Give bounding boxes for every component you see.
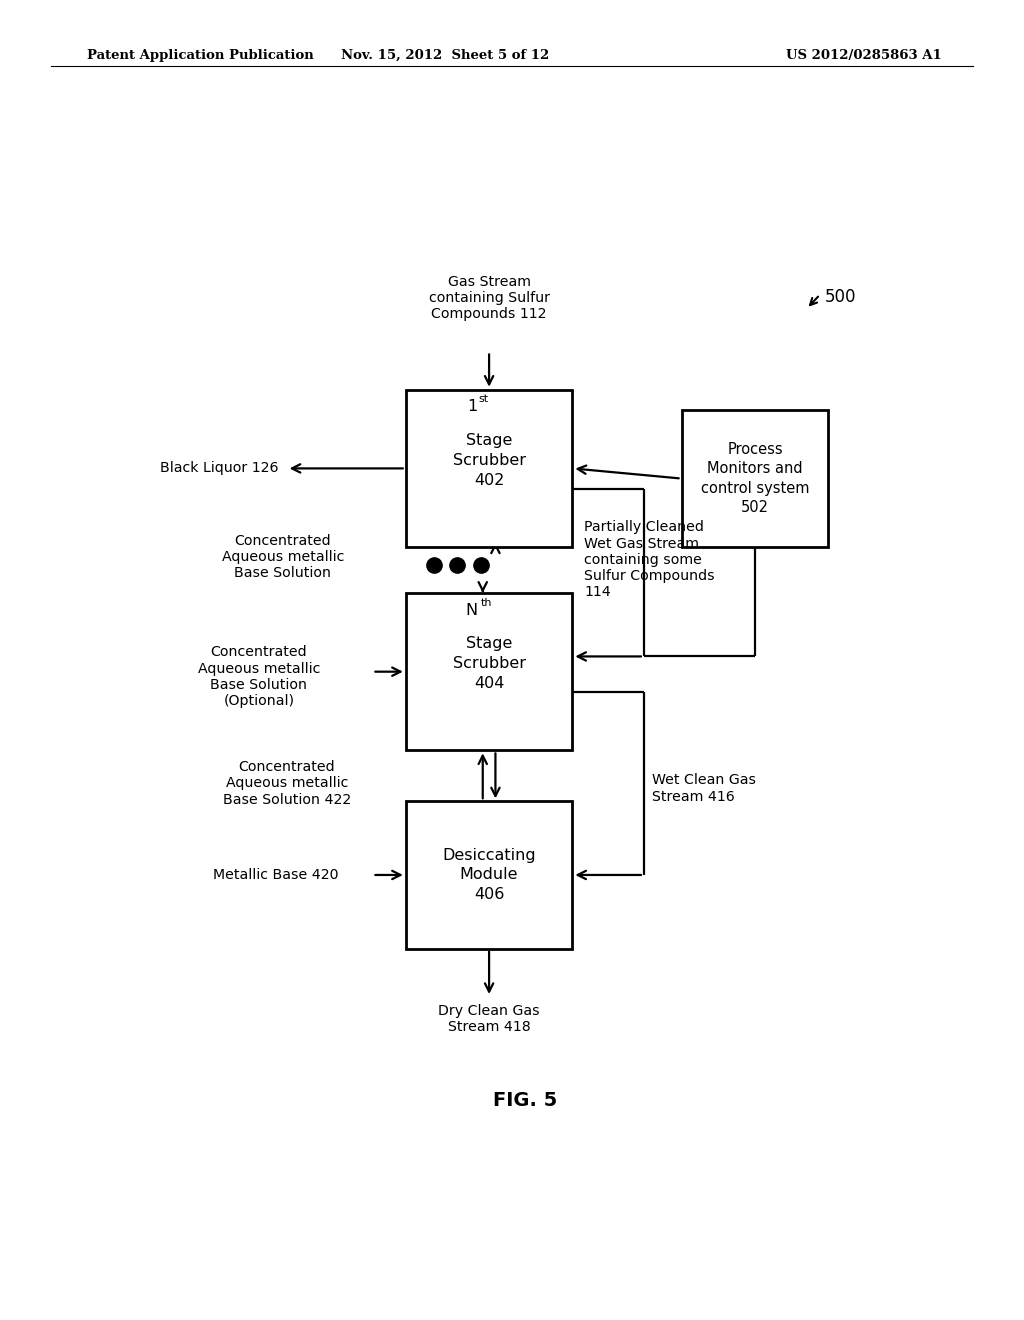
Text: Process
Monitors and
control system
502: Process Monitors and control system 502 — [700, 442, 809, 515]
Text: 1: 1 — [467, 400, 477, 414]
Text: N: N — [465, 603, 477, 618]
Bar — [406, 801, 572, 949]
Text: Stage
Scrubber
402: Stage Scrubber 402 — [453, 433, 525, 487]
Text: Wet Clean Gas
Stream 416: Wet Clean Gas Stream 416 — [652, 774, 756, 804]
Text: 500: 500 — [824, 289, 856, 306]
Text: FIG. 5: FIG. 5 — [493, 1092, 557, 1110]
Text: th: th — [481, 598, 493, 607]
Text: Stage
Scrubber
404: Stage Scrubber 404 — [453, 636, 525, 690]
Text: Nov. 15, 2012  Sheet 5 of 12: Nov. 15, 2012 Sheet 5 of 12 — [341, 49, 550, 62]
Text: Dry Clean Gas
Stream 418: Dry Clean Gas Stream 418 — [438, 1005, 540, 1035]
Text: Concentrated
Aqueous metallic
Base Solution: Concentrated Aqueous metallic Base Solut… — [221, 533, 344, 579]
Bar — [682, 411, 828, 548]
Text: Partially Cleaned
Wet Gas Stream
containing some
Sulfur Compounds
114: Partially Cleaned Wet Gas Stream contain… — [585, 520, 715, 599]
Text: Concentrated
Aqueous metallic
Base Solution
(Optional): Concentrated Aqueous metallic Base Solut… — [198, 645, 321, 708]
Bar — [406, 593, 572, 751]
Text: Metallic Base 420: Metallic Base 420 — [213, 869, 338, 882]
Text: Desiccating
Module
406: Desiccating Module 406 — [442, 847, 536, 903]
Text: Concentrated
Aqueous metallic
Base Solution 422: Concentrated Aqueous metallic Base Solut… — [222, 760, 351, 807]
Text: US 2012/0285863 A1: US 2012/0285863 A1 — [786, 49, 942, 62]
Text: Gas Stream
containing Sulfur
Compounds 112: Gas Stream containing Sulfur Compounds 1… — [429, 275, 550, 321]
Bar — [406, 389, 572, 548]
Text: st: st — [479, 395, 488, 404]
Text: Patent Application Publication: Patent Application Publication — [87, 49, 313, 62]
Text: Black Liquor 126: Black Liquor 126 — [161, 462, 279, 475]
